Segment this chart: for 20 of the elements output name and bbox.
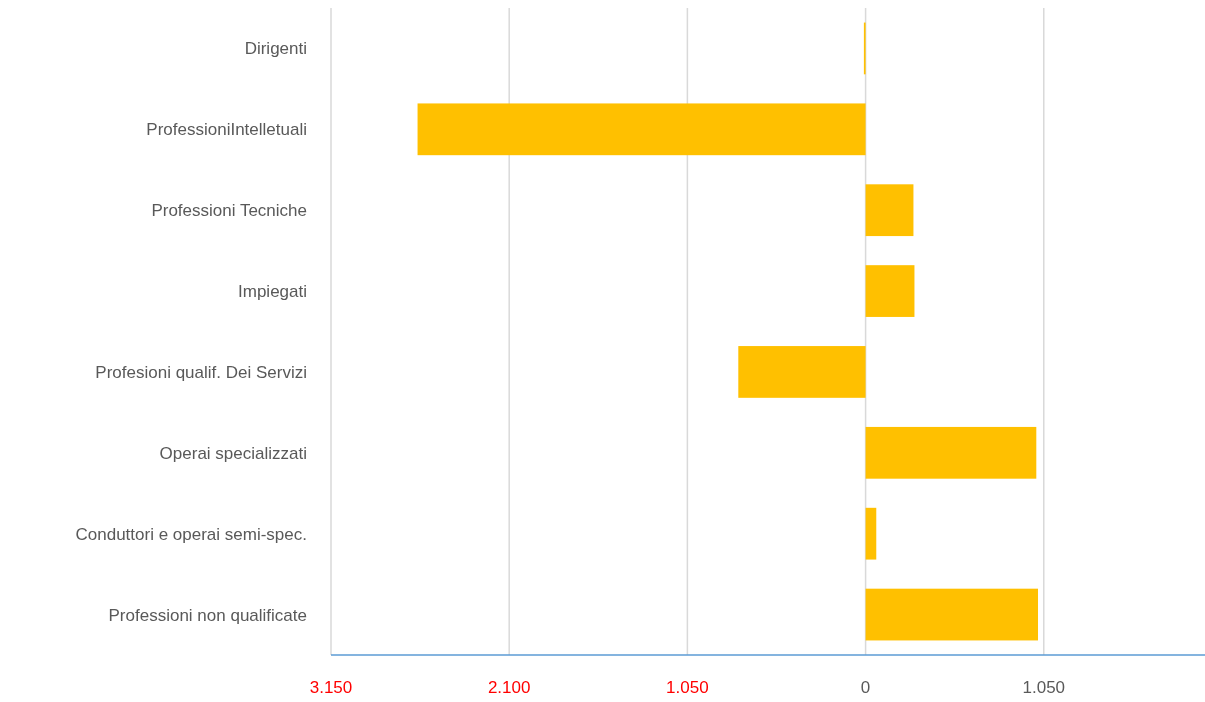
x-tick-label: 2.100 bbox=[487, 678, 531, 697]
y-tick-label: Professioni Tecniche bbox=[151, 201, 307, 221]
y-tick-label: Conduttori e operai semi-spec. bbox=[75, 524, 307, 544]
x-tick-label: 3.150 bbox=[309, 678, 353, 697]
x-tick-label: 1.050 bbox=[666, 678, 709, 697]
bar bbox=[865, 265, 915, 317]
y-tick-label: Operai specializzati bbox=[159, 443, 307, 463]
y-tick-label: ProfessioniIntelletuali bbox=[146, 120, 307, 140]
bar bbox=[865, 426, 1037, 479]
y-tick-label: Profesioni qualif. Dei Servizi bbox=[95, 362, 307, 382]
x-tick-label: 0 bbox=[860, 678, 871, 697]
bar bbox=[865, 588, 1039, 641]
bar bbox=[738, 346, 866, 398]
bar bbox=[865, 184, 914, 237]
bar bbox=[865, 507, 877, 560]
bar bbox=[417, 103, 866, 156]
y-tick-label: Impiegati bbox=[238, 282, 307, 302]
y-tick-label: Dirigenti bbox=[244, 39, 307, 59]
x-tick-label: 1.050 bbox=[1022, 678, 1066, 697]
y-tick-label: Professioni non qualificate bbox=[108, 605, 307, 625]
